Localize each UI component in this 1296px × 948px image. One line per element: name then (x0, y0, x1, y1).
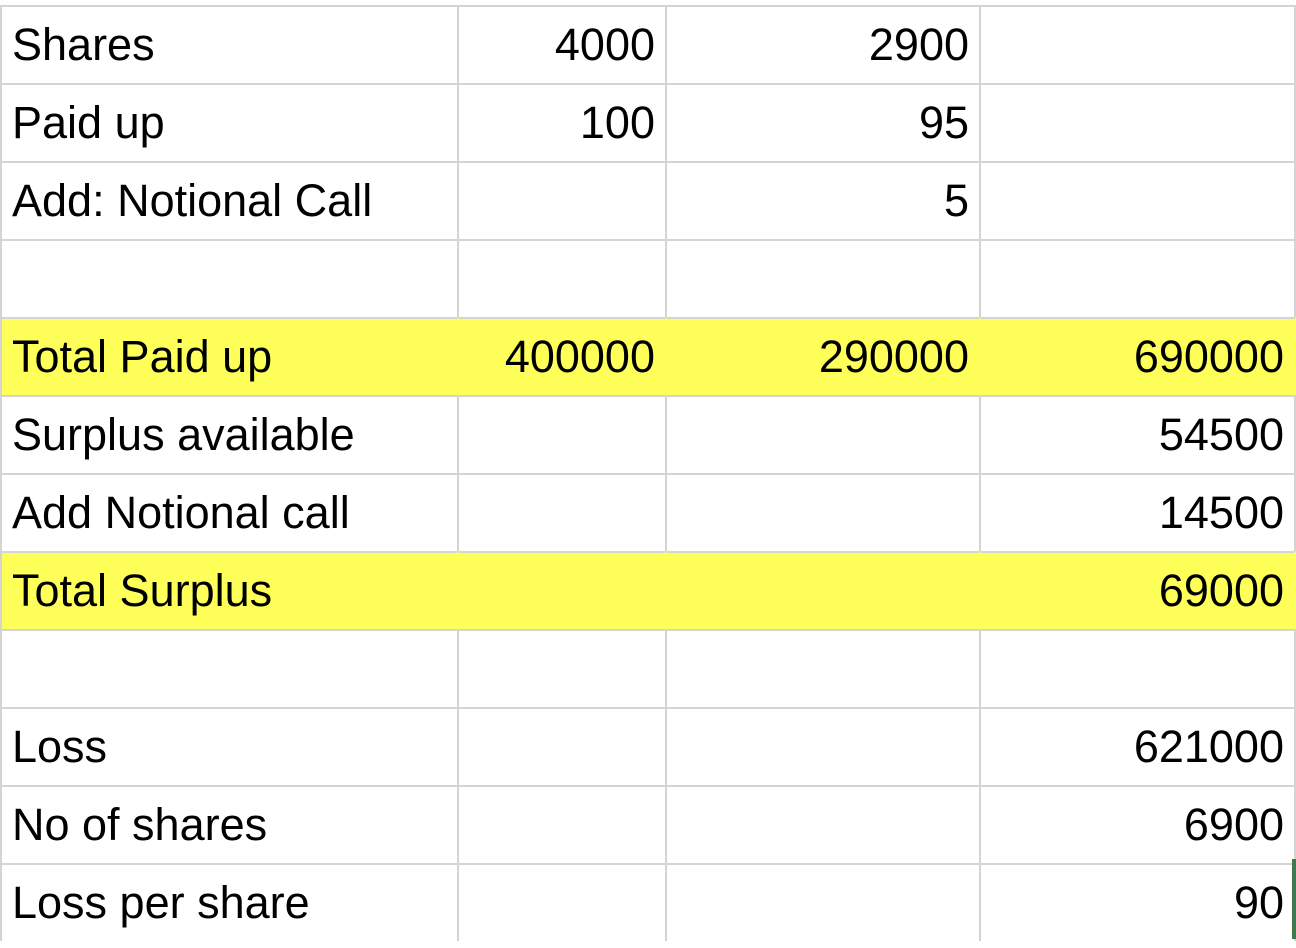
sheet-row (0, 629, 1296, 707)
value-cell-b[interactable] (459, 551, 667, 629)
label-cell[interactable]: Total Paid up (0, 317, 459, 395)
value-cell-d[interactable]: 14500 (981, 473, 1296, 551)
label-cell[interactable] (0, 239, 459, 317)
value-cell-d[interactable] (981, 161, 1296, 239)
spreadsheet-grid: Shares 4000 2900 Paid up 100 95 Add: Notional … (0, 5, 1296, 941)
value-cell-c[interactable] (667, 863, 981, 941)
value-cell-d[interactable]: 69000 (981, 551, 1296, 629)
sheet-row: Loss 621000 (0, 707, 1296, 785)
label-cell[interactable]: Paid up (0, 83, 459, 161)
label-cell[interactable]: Add Notional call (0, 473, 459, 551)
value-cell-b[interactable] (459, 629, 667, 707)
value-cell-b[interactable] (459, 473, 667, 551)
value-cell-c[interactable] (667, 707, 981, 785)
value-cell-c[interactable]: 290000 (667, 317, 981, 395)
value-cell-c[interactable]: 95 (667, 83, 981, 161)
value-cell-d[interactable]: 690000 (981, 317, 1296, 395)
value-cell-b[interactable] (459, 395, 667, 473)
sheet-row: Paid up 100 95 (0, 83, 1296, 161)
value-cell-c[interactable] (667, 785, 981, 863)
value-cell-b[interactable]: 400000 (459, 317, 667, 395)
value-cell-d[interactable]: 54500 (981, 395, 1296, 473)
label-cell[interactable]: Surplus available (0, 395, 459, 473)
selection-border (1292, 859, 1296, 939)
value-cell-d[interactable] (981, 239, 1296, 317)
label-cell[interactable] (0, 629, 459, 707)
label-cell[interactable]: Total Surplus (0, 551, 459, 629)
value-cell-b[interactable]: 4000 (459, 5, 667, 83)
value-cell-d[interactable]: 6900 (981, 785, 1296, 863)
label-cell[interactable]: Shares (0, 5, 459, 83)
value-cell-c[interactable] (667, 629, 981, 707)
sheet-row (0, 239, 1296, 317)
value-cell-d[interactable] (981, 629, 1296, 707)
sheet-row: No of shares 6900 (0, 785, 1296, 863)
value-cell-c[interactable]: 5 (667, 161, 981, 239)
sheet-row: Shares 4000 2900 (0, 5, 1296, 83)
value-cell-c[interactable]: 2900 (667, 5, 981, 83)
value-cell-c[interactable] (667, 473, 981, 551)
sheet-row: Total Surplus 69000 (0, 551, 1296, 629)
sheet-row: Surplus available 54500 (0, 395, 1296, 473)
sheet-row: Add: Notional Call 5 (0, 161, 1296, 239)
value-cell-b[interactable] (459, 707, 667, 785)
value-cell-d[interactable]: 621000 (981, 707, 1296, 785)
value-cell-b[interactable] (459, 239, 667, 317)
sheet-row: Total Paid up 400000 290000 690000 (0, 317, 1296, 395)
value-cell-d[interactable] (981, 83, 1296, 161)
sheet-row: Loss per share 90 (0, 863, 1296, 941)
value-cell-b[interactable] (459, 785, 667, 863)
label-cell[interactable]: No of shares (0, 785, 459, 863)
value-cell-b[interactable] (459, 863, 667, 941)
value-cell-c[interactable] (667, 551, 981, 629)
value-cell-d[interactable] (981, 5, 1296, 83)
value-cell-b[interactable]: 100 (459, 83, 667, 161)
label-cell[interactable]: Add: Notional Call (0, 161, 459, 239)
sheet-row: Add Notional call 14500 (0, 473, 1296, 551)
label-cell[interactable]: Loss (0, 707, 459, 785)
value-cell-c[interactable] (667, 395, 981, 473)
value-cell-c[interactable] (667, 239, 981, 317)
value-cell-b[interactable] (459, 161, 667, 239)
value-cell-d[interactable]: 90 (981, 863, 1296, 941)
label-cell[interactable]: Loss per share (0, 863, 459, 941)
